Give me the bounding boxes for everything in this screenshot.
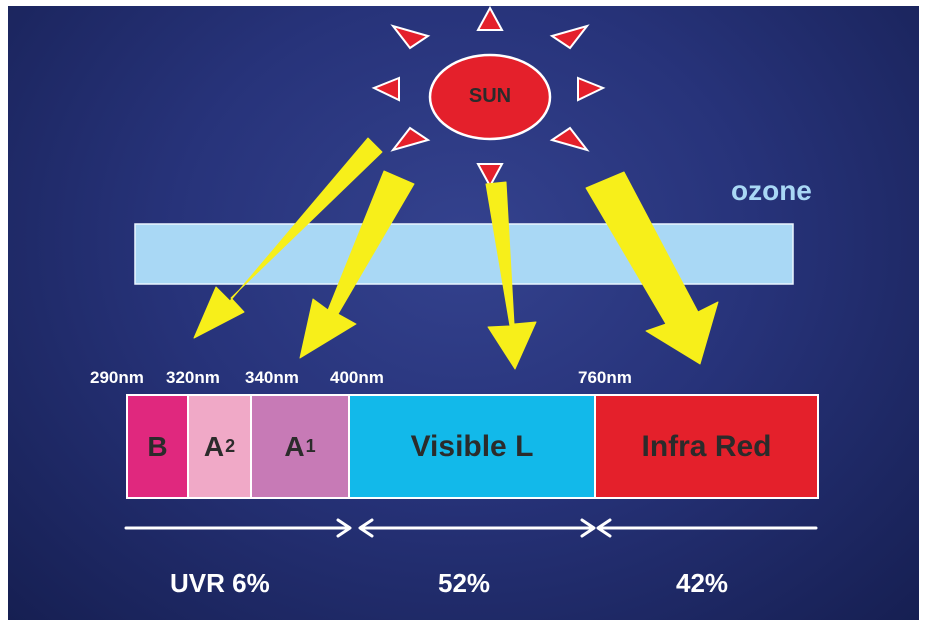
sun-ray (476, 163, 504, 189)
band-uva1-label: A (284, 430, 305, 462)
sun-ray (476, 6, 504, 31)
sun-rays (371, 6, 606, 189)
band-uva2-subscript: 2 (225, 436, 236, 456)
infrared-arrowhead (596, 518, 612, 538)
sun-ray (390, 126, 431, 152)
sun-ray (577, 76, 606, 102)
band-uva1-subscript: 1 (305, 436, 316, 456)
wavelength-400nm: 400nm (330, 368, 384, 387)
visible-right-arrowhead (580, 518, 596, 538)
ozone-layer (134, 223, 794, 285)
slide: SUN ozone 290nm 320nm 340nm 400nm 760nm … (8, 6, 919, 620)
share-visible: 52% (438, 568, 491, 598)
range-arrows (124, 518, 818, 538)
band-uvb-label: B (147, 430, 168, 462)
share-uvr: UVR 6% (170, 568, 270, 598)
ozone-label: ozone (731, 175, 812, 206)
band-infrared-label: Infra Red (641, 429, 772, 463)
visible-arrow (485, 181, 537, 370)
sun-body (428, 53, 552, 141)
sun-ray (371, 76, 400, 102)
share-infrared: 42% (676, 568, 729, 598)
band-visible-label: Visible L (410, 429, 534, 463)
uva-arrow (299, 170, 415, 359)
visible-left-arrowhead (358, 518, 374, 538)
wavelength-760nm: 760nm (578, 368, 632, 387)
sun-ray (549, 126, 590, 152)
band-infrared: Infra Red (596, 396, 817, 497)
wavelength-290nm: 290nm (90, 368, 144, 387)
spectrum-outline (126, 394, 819, 499)
wavelength-340nm: 340nm (245, 368, 299, 387)
sun-label: SUN (468, 85, 512, 107)
uvb-arrow (193, 137, 383, 339)
band-visible: Visible L (350, 396, 596, 497)
wavelength-320nm: 320nm (166, 368, 220, 387)
infrared-arrow (585, 171, 719, 365)
diagram-art (124, 6, 819, 538)
sun-ray (390, 24, 431, 50)
band-uvb: B (128, 396, 189, 497)
band-uva2-label: A (203, 430, 225, 462)
sun-ray (549, 24, 590, 50)
uvr-arrowhead (336, 518, 352, 538)
